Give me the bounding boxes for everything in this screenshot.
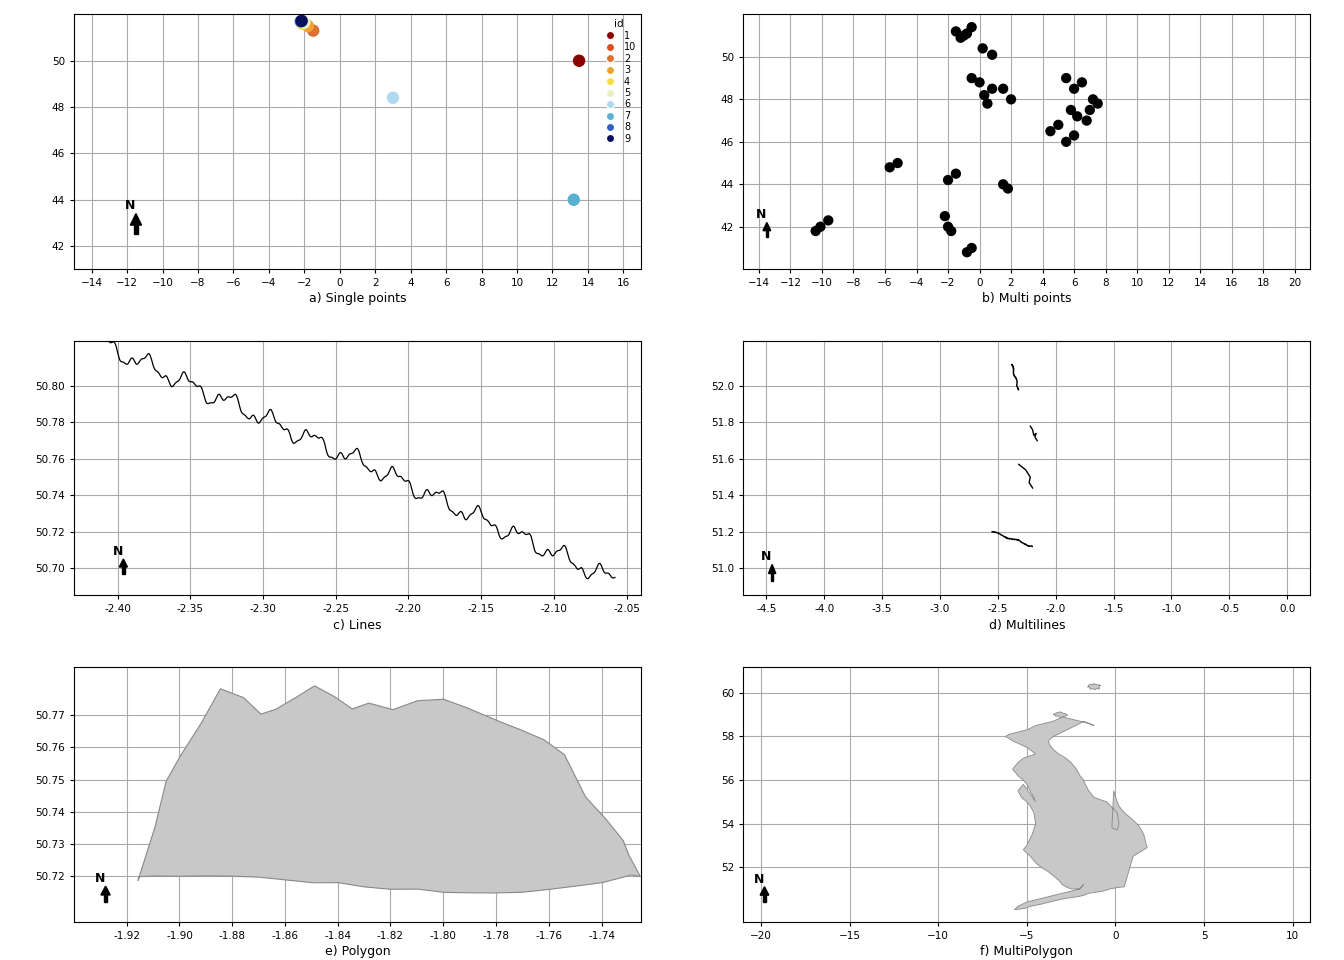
Text: N: N: [125, 199, 136, 212]
Point: [953, 28, 974, 43]
Polygon shape: [1005, 717, 1148, 910]
Point: [1077, 113, 1098, 129]
Polygon shape: [766, 230, 769, 237]
X-axis label: a) Single points: a) Single points: [309, 293, 406, 305]
Point: [879, 159, 900, 175]
Polygon shape: [763, 223, 770, 230]
Point: [297, 18, 319, 34]
Point: [1063, 81, 1085, 96]
Point: [805, 224, 827, 239]
Point: [569, 53, 590, 68]
X-axis label: d) Multilines: d) Multilines: [989, 618, 1064, 632]
X-axis label: b) Multi points: b) Multi points: [982, 293, 1071, 305]
Point: [887, 156, 909, 171]
Point: [977, 96, 999, 111]
Point: [992, 81, 1013, 96]
Point: [1079, 103, 1101, 118]
Polygon shape: [769, 564, 775, 573]
Text: N: N: [94, 872, 105, 885]
Text: N: N: [754, 873, 763, 885]
Point: [981, 81, 1003, 96]
Polygon shape: [134, 225, 138, 234]
Point: [937, 173, 958, 188]
Point: [563, 192, 585, 207]
Point: [997, 180, 1019, 196]
Point: [809, 219, 831, 234]
Point: [817, 213, 839, 228]
Point: [1082, 91, 1103, 107]
Point: [292, 16, 313, 32]
Point: [1000, 91, 1021, 107]
Polygon shape: [1054, 712, 1067, 718]
Point: [1063, 128, 1085, 143]
Point: [956, 26, 977, 41]
Polygon shape: [771, 573, 773, 581]
X-axis label: c) Lines: c) Lines: [333, 618, 382, 632]
Point: [969, 75, 991, 90]
Polygon shape: [763, 895, 766, 902]
Polygon shape: [101, 886, 110, 895]
Point: [1087, 96, 1109, 111]
Polygon shape: [1087, 684, 1101, 689]
Point: [956, 245, 977, 260]
Point: [961, 19, 982, 35]
Point: [302, 274, 324, 289]
Point: [1067, 108, 1089, 124]
Point: [992, 177, 1013, 192]
Polygon shape: [122, 567, 125, 573]
Polygon shape: [120, 559, 128, 567]
Point: [382, 90, 403, 106]
Point: [950, 30, 972, 45]
Point: [945, 24, 966, 39]
Point: [290, 13, 312, 29]
Point: [973, 87, 995, 103]
Point: [1047, 117, 1068, 132]
X-axis label: f) MultiPolygon: f) MultiPolygon: [980, 945, 1074, 958]
Text: N: N: [755, 208, 766, 222]
Point: [972, 40, 993, 56]
Point: [945, 166, 966, 181]
Polygon shape: [103, 895, 108, 902]
Point: [293, 14, 314, 30]
Point: [961, 240, 982, 255]
Point: [1040, 124, 1062, 139]
Point: [1055, 70, 1077, 85]
Point: [961, 70, 982, 85]
Point: [1055, 134, 1077, 150]
Polygon shape: [761, 887, 769, 895]
Polygon shape: [130, 214, 141, 225]
Point: [941, 224, 962, 239]
Legend: 1, 10, 2, 3, 4, 5, 6, 7, 8, 9: 1, 10, 2, 3, 4, 5, 6, 7, 8, 9: [598, 17, 638, 146]
Point: [981, 47, 1003, 62]
Polygon shape: [138, 685, 640, 893]
Point: [937, 219, 958, 234]
Point: [302, 23, 324, 38]
Point: [1060, 103, 1082, 118]
Text: N: N: [761, 550, 771, 564]
Point: [934, 208, 956, 224]
Text: N: N: [113, 545, 122, 558]
Point: [290, 13, 312, 29]
Point: [1071, 75, 1093, 90]
X-axis label: e) Polygon: e) Polygon: [325, 945, 390, 958]
